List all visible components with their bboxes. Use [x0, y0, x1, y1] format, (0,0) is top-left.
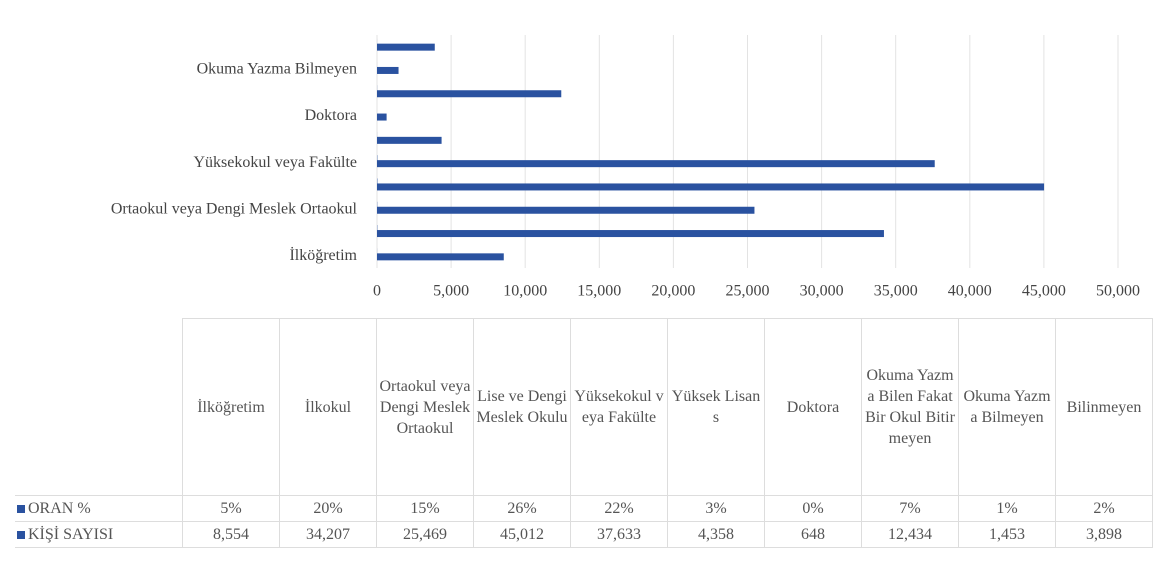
column-header: Yüksek Lisans — [667, 318, 765, 496]
x-tick-label: 35,000 — [874, 283, 918, 300]
data-row: ORAN % 5% 20% 15% 26% 22% 3% 0% 7% 1% 2% — [15, 495, 1153, 522]
legend-swatch — [17, 504, 25, 513]
value-label: 3,898 — [1055, 521, 1153, 548]
column-header: Bilinmeyen — [1055, 318, 1153, 496]
x-tick-label: 25,000 — [726, 283, 770, 300]
x-tick-label: 0 — [373, 283, 381, 300]
data-row: KİŞİ SAYISI 8,554 34,207 25,469 45,012 37,633… — [15, 521, 1153, 548]
value-label: 15% — [376, 495, 474, 522]
value-label: 22% — [570, 495, 668, 522]
value-label: 1% — [958, 495, 1056, 522]
x-tick-label: 50,000 — [1096, 283, 1140, 300]
value-label: 0% — [764, 495, 862, 522]
bar — [377, 136, 442, 144]
x-tick-label: 5,000 — [433, 283, 469, 300]
value-label: 4,358 — [667, 521, 765, 548]
bar — [377, 253, 504, 261]
bar — [377, 43, 435, 51]
x-tick-label: 45,000 — [1022, 283, 1066, 300]
legend-cell: KİŞİ SAYISI — [15, 521, 183, 548]
value-label: 7% — [861, 495, 959, 522]
x-tick-label: 30,000 — [800, 283, 844, 300]
value-label: 12,434 — [861, 521, 959, 548]
value-label: 20% — [279, 495, 377, 522]
bar — [377, 160, 935, 168]
legend-label: KİŞİ SAYISI — [28, 525, 114, 543]
value-label: 8,554 — [182, 521, 280, 548]
x-tick-label: 20,000 — [651, 283, 695, 300]
x-tick-label: 40,000 — [948, 283, 992, 300]
bar — [377, 230, 884, 238]
y-tick-label: Okuma Yazma Bilmeyen — [197, 61, 357, 78]
column-header: Ortaokul veya Dengi Meslek Ortaokul — [376, 318, 474, 496]
value-label: 25,469 — [376, 521, 474, 548]
column-header: Okuma Yazma Bilmeyen — [958, 318, 1056, 496]
value-label: 26% — [473, 495, 571, 522]
value-label: 45,012 — [473, 521, 571, 548]
corner — [15, 318, 183, 496]
legend-swatch — [17, 530, 25, 539]
column-header: Okuma Yazma Bilen Fakat Bir Okul Bitirme… — [861, 318, 959, 496]
value-label: 3% — [667, 495, 765, 522]
value-label: 2% — [1055, 495, 1153, 522]
bar — [377, 66, 399, 74]
value-label: 34,207 — [279, 521, 377, 548]
value-label: 648 — [764, 521, 862, 548]
column-header: Yüksekokul veya Fakülte — [570, 318, 668, 496]
y-tick-label: Yüksekokul veya Fakülte — [193, 154, 357, 171]
header-row: İlköğretim İlkokul Ortaokul veya Dengi Mes… — [15, 318, 1153, 496]
data-table: İlköğretim İlkokul Ortaokul veya Dengi Mes… — [15, 318, 1153, 548]
y-tick-label: Doktora — [305, 107, 357, 124]
legend-cell: ORAN % — [15, 495, 183, 522]
column-header: Doktora — [764, 318, 862, 496]
bar — [377, 90, 562, 98]
value-label: 37,633 — [570, 521, 668, 548]
value-label: 1,453 — [958, 521, 1056, 548]
value-label: 5% — [182, 495, 280, 522]
bar — [377, 113, 387, 121]
column-header: Lise ve Dengi Meslek Okulu — [473, 318, 571, 496]
column-header: İlkokul — [279, 318, 377, 496]
column-header: İlköğretim — [182, 318, 280, 496]
x-tick-label: 10,000 — [503, 283, 547, 300]
legend-label: ORAN % — [28, 499, 91, 517]
bar — [377, 183, 1045, 191]
y-tick-label: İlköğretim — [289, 246, 357, 264]
x-tick-label: 15,000 — [577, 283, 621, 300]
bar — [377, 206, 755, 214]
y-tick-label: Ortaokul veya Dengi Meslek Ortaokul — [111, 200, 358, 217]
